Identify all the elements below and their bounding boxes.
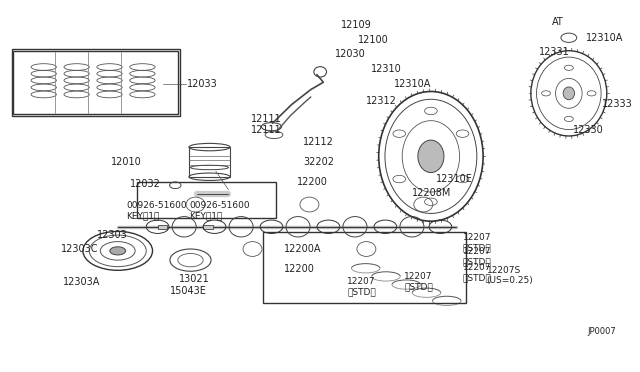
Text: 12200A: 12200A <box>284 244 322 254</box>
Text: 12333: 12333 <box>602 99 632 109</box>
Text: 12207
〈STD〉: 12207 〈STD〉 <box>463 247 492 266</box>
Text: 12310: 12310 <box>371 64 401 74</box>
Text: 12207S
(US=0.25): 12207S (US=0.25) <box>486 266 533 285</box>
Bar <box>189 147 230 177</box>
Text: 12200: 12200 <box>284 264 315 275</box>
Text: 12310A: 12310A <box>394 79 431 89</box>
Text: 12331: 12331 <box>538 47 569 57</box>
Text: 12207
〈STD〉: 12207 〈STD〉 <box>404 272 433 291</box>
Text: 12100: 12100 <box>358 35 389 45</box>
Bar <box>263 232 466 303</box>
Bar <box>203 225 212 230</box>
Bar <box>137 182 276 218</box>
Text: 12208M: 12208M <box>412 188 451 198</box>
Bar <box>157 225 167 230</box>
Ellipse shape <box>418 140 444 173</box>
Text: 12312: 12312 <box>366 96 397 106</box>
Text: 32202: 32202 <box>303 157 334 167</box>
Ellipse shape <box>563 87 575 100</box>
Text: 12033: 12033 <box>188 79 218 89</box>
Text: 12030: 12030 <box>335 49 365 60</box>
Text: 12207
〈STD〉: 12207 〈STD〉 <box>348 277 376 296</box>
Ellipse shape <box>110 247 125 255</box>
Text: 00926-51600
KEY（1）: 00926-51600 KEY（1） <box>126 201 187 221</box>
Text: 12200: 12200 <box>297 177 328 187</box>
Text: 12310A: 12310A <box>586 33 623 43</box>
Text: 12032: 12032 <box>131 179 161 189</box>
Text: 12303A: 12303A <box>63 278 100 287</box>
Text: 12303: 12303 <box>97 230 127 240</box>
Text: 12111: 12111 <box>251 125 282 135</box>
Text: 12207
〈STD〉: 12207 〈STD〉 <box>463 232 492 252</box>
Text: 12010: 12010 <box>111 157 142 167</box>
Text: 12111: 12111 <box>251 114 282 124</box>
Text: AT: AT <box>552 17 564 27</box>
Text: 00926-51600
KEY（1）: 00926-51600 KEY（1） <box>189 201 250 221</box>
Text: 12112: 12112 <box>303 137 334 147</box>
Text: 12109: 12109 <box>341 20 372 30</box>
Text: 12330: 12330 <box>573 125 604 135</box>
Text: 15043E: 15043E <box>170 286 207 295</box>
Text: JP0007: JP0007 <box>588 327 616 336</box>
Text: 12303C: 12303C <box>61 244 99 254</box>
Bar <box>13 51 178 114</box>
Text: 12310E: 12310E <box>436 174 473 184</box>
Bar <box>12 49 180 116</box>
Text: 12207
〈STD〉: 12207 〈STD〉 <box>463 263 492 283</box>
Text: 13021: 13021 <box>179 275 210 284</box>
